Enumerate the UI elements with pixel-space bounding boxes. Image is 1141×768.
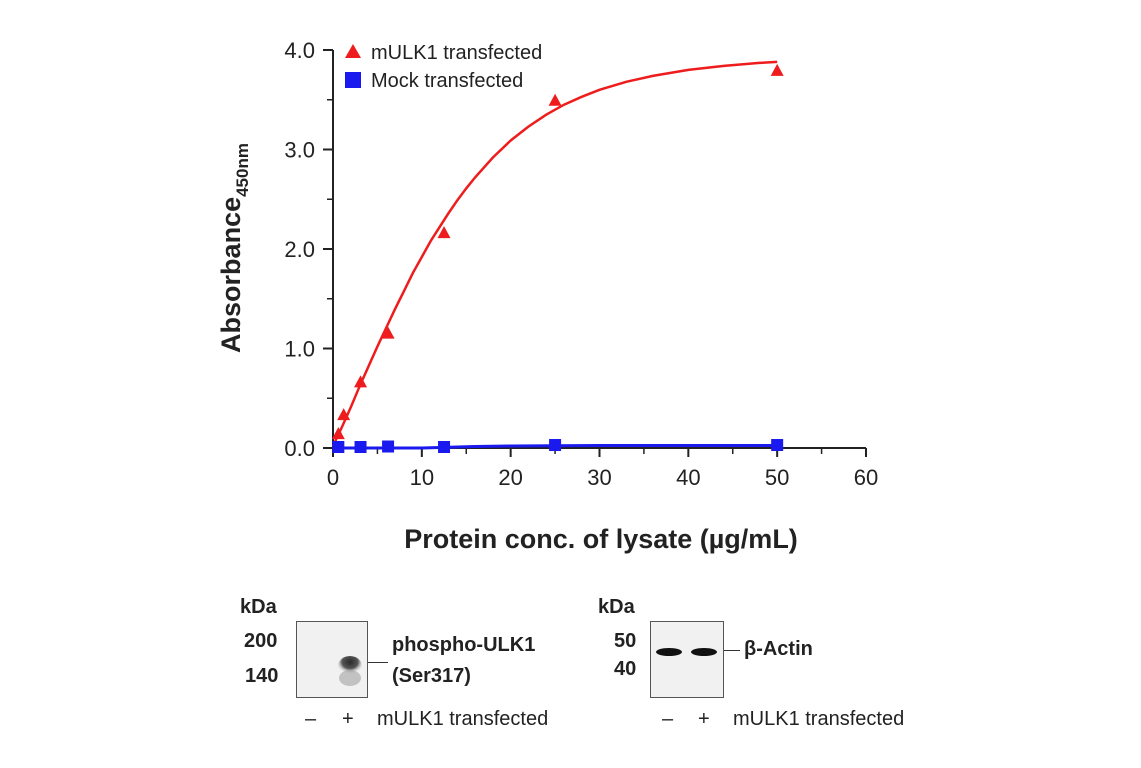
elisa-chart: 0 10 20 30 40 50 60 0.0 1.0 2.0 3.0 4.0 mULK1 trans…	[216, 38, 878, 554]
band-actin-minus	[656, 648, 682, 656]
mw-marker-140: 140	[245, 665, 279, 687]
data-point-mock	[382, 440, 395, 453]
y-axis-title-subscript: 450nm	[233, 143, 252, 197]
kda-label: kDa	[598, 596, 635, 618]
band-smear	[339, 670, 361, 686]
data-point-mulk1	[337, 408, 351, 421]
target-label: β-Actin	[744, 638, 813, 660]
mw-marker-40: 40	[614, 658, 637, 680]
kda-label: kDa	[240, 596, 277, 618]
data-point-mulk1	[381, 326, 395, 339]
fit-curve-mulk1	[331, 60, 778, 447]
data-point-mock	[549, 439, 562, 452]
fit-curves	[331, 60, 778, 450]
blot-bands	[656, 648, 717, 656]
data-point-mulk1	[548, 93, 562, 106]
condition-label: mULK1 transfected	[733, 708, 905, 730]
y-tick-label: 4.0	[284, 38, 315, 63]
chart-axes: 0 10 20 30 40 50 60 0.0 1.0 2.0 3.0 4.0	[284, 38, 878, 490]
lane-label-minus: –	[305, 708, 317, 730]
lane-label-plus: +	[342, 708, 354, 730]
data-point-mulk1	[354, 375, 368, 388]
target-label-line1: phospho-ULK1	[392, 634, 536, 656]
y-tick-label: 3.0	[284, 138, 315, 163]
legend-marker-mock	[345, 72, 361, 88]
x-tick-label: 10	[410, 465, 434, 490]
x-tick-label: 40	[676, 465, 700, 490]
y-axis-title: Absorbance450nm	[216, 143, 252, 353]
legend-marker-mulk1	[345, 44, 361, 58]
legend-label: Mock transfected	[371, 70, 523, 92]
blot-image-phospho-ulk1	[296, 621, 368, 698]
data-point-mock	[354, 441, 367, 454]
data-point-mock	[332, 441, 345, 454]
x-tick-label: 20	[498, 465, 522, 490]
y-tick-label: 2.0	[284, 237, 315, 262]
lane-label-plus: +	[698, 708, 710, 730]
x-tick-label: 30	[587, 465, 611, 490]
y-tick-label: 1.0	[284, 337, 315, 362]
data-point-mulk1	[331, 427, 345, 440]
y-tick-label: 0.0	[284, 436, 315, 461]
chart-legend: mULK1 transfected Mock transfected	[345, 42, 542, 92]
data-point-mock	[438, 441, 451, 454]
data-points	[331, 63, 784, 454]
condition-label: mULK1 transfected	[377, 708, 549, 730]
blot-image-beta-actin	[650, 621, 724, 698]
mw-marker-50: 50	[614, 630, 637, 652]
data-point-mulk1	[770, 63, 784, 76]
blot-bands	[338, 656, 362, 686]
y-axis-title-main: Absorbance	[216, 197, 246, 353]
legend-label: mULK1 transfected	[371, 42, 542, 64]
x-tick-label: 0	[327, 465, 339, 490]
x-tick-label: 60	[854, 465, 878, 490]
lane-label-minus: –	[662, 708, 674, 730]
mw-marker-200: 200	[244, 630, 278, 652]
target-pointer-line	[724, 650, 740, 651]
x-tick-label: 50	[765, 465, 789, 490]
target-pointer-line	[368, 662, 388, 663]
band-phospho-ulk1	[338, 656, 362, 676]
data-point-mock	[771, 439, 784, 452]
fit-curve-mock	[333, 444, 778, 450]
target-label-line2: (Ser317)	[392, 665, 471, 687]
x-axis-title: Protein conc. of lysate (µg/mL)	[404, 524, 798, 554]
band-actin-plus	[691, 648, 717, 656]
data-point-mulk1	[437, 226, 451, 239]
